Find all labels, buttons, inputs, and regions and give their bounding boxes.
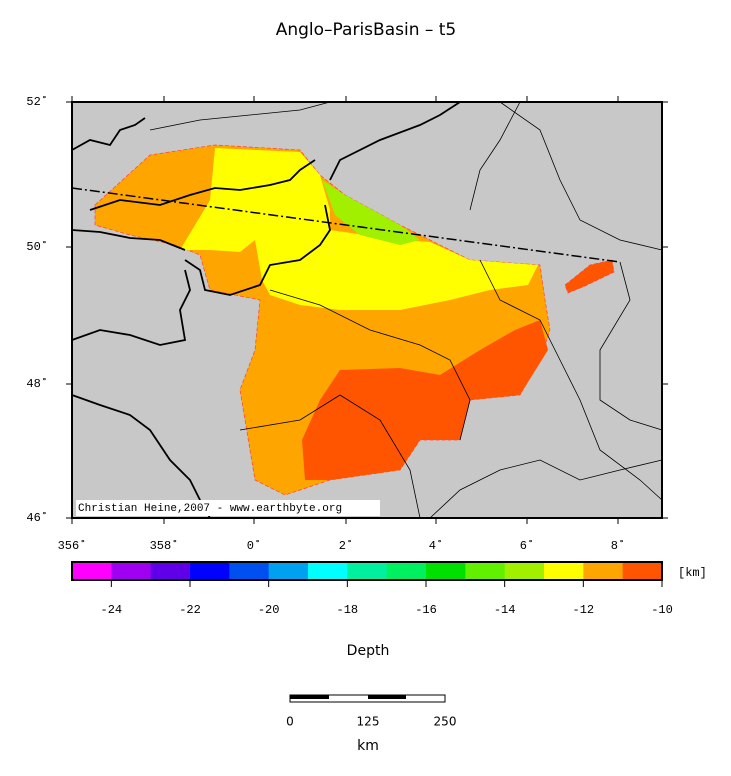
colorbar-tick-label: -16 — [415, 603, 437, 617]
colorbar-swatch — [229, 562, 270, 580]
depth-region-green — [322, 180, 420, 245]
colorbar-tick-label: -10 — [651, 603, 673, 617]
lon-label: 2˚ — [339, 539, 353, 553]
colorbar-swatch — [111, 562, 152, 580]
depth-region-yellow — [180, 148, 538, 310]
lat-label: 46˚ — [26, 511, 48, 525]
colorbar-tick-label: -12 — [573, 603, 595, 617]
colorbar-swatch — [465, 562, 506, 580]
colorbar-swatch — [347, 562, 388, 580]
scalebar-unit: km — [357, 738, 379, 754]
map: Christian Heine,2007 - www.earthbyte.org — [71, 101, 663, 519]
colorbar-swatch — [150, 562, 191, 580]
colorbar-tick-label: -14 — [494, 603, 516, 617]
colorbar-frame — [71, 561, 663, 581]
rivers-borders — [149, 101, 663, 519]
scalebar-label: 125 — [357, 715, 380, 729]
colorbar-tick-label: -22 — [179, 603, 201, 617]
lon-label: 4˚ — [429, 539, 443, 553]
scalebar-segment — [290, 695, 329, 699]
map-frame — [71, 101, 663, 519]
colorbar-swatch — [268, 562, 309, 580]
scalebar-label: 250 — [434, 715, 457, 729]
colorbar-swatch — [622, 562, 663, 580]
credit-box — [76, 500, 380, 516]
lat-label: 52˚ — [26, 95, 48, 109]
colorbar-swatch — [426, 562, 466, 580]
colorbar-label: Depth — [347, 643, 390, 659]
colorbar-swatch — [504, 562, 545, 580]
depth-region-red — [302, 320, 548, 480]
coastlines — [71, 101, 461, 519]
lat-label: 50˚ — [26, 240, 48, 254]
scalebar-segment — [368, 695, 406, 699]
section-line — [71, 187, 621, 263]
scalebar-label: 0 — [286, 715, 294, 729]
depth-region-red — [564, 259, 615, 294]
colorbar-tick-label: -20 — [258, 603, 280, 617]
scalebar: 0 125 250 km — [286, 694, 457, 754]
colorbar-swatch — [308, 562, 348, 580]
colorbar-swatch — [583, 562, 624, 580]
colorbar-swatch — [386, 562, 427, 580]
colorbar-swatch — [190, 562, 230, 580]
colorbar: -24 -22 -20 -18 -16 -14 -12 -10 — [71, 561, 673, 617]
lon-label: 356˚ — [58, 539, 87, 553]
lon-label: 0˚ — [247, 539, 261, 553]
colorbar-swatch — [72, 562, 112, 580]
lon-label: 358˚ — [150, 539, 179, 553]
colorbar-tick-label: -24 — [101, 603, 123, 617]
colorbar-unit: [km] — [678, 566, 707, 580]
credit: Christian Heine,2007 - www.earthbyte.org — [78, 503, 342, 515]
colorbar-tick-label: -18 — [337, 603, 359, 617]
colorbar-swatch — [544, 562, 584, 580]
lon-label: 6˚ — [520, 539, 534, 553]
lon-label: 8˚ — [611, 539, 625, 553]
title: Anglo–ParisBasin – t5 — [276, 20, 457, 40]
lat-label: 48˚ — [26, 377, 48, 391]
